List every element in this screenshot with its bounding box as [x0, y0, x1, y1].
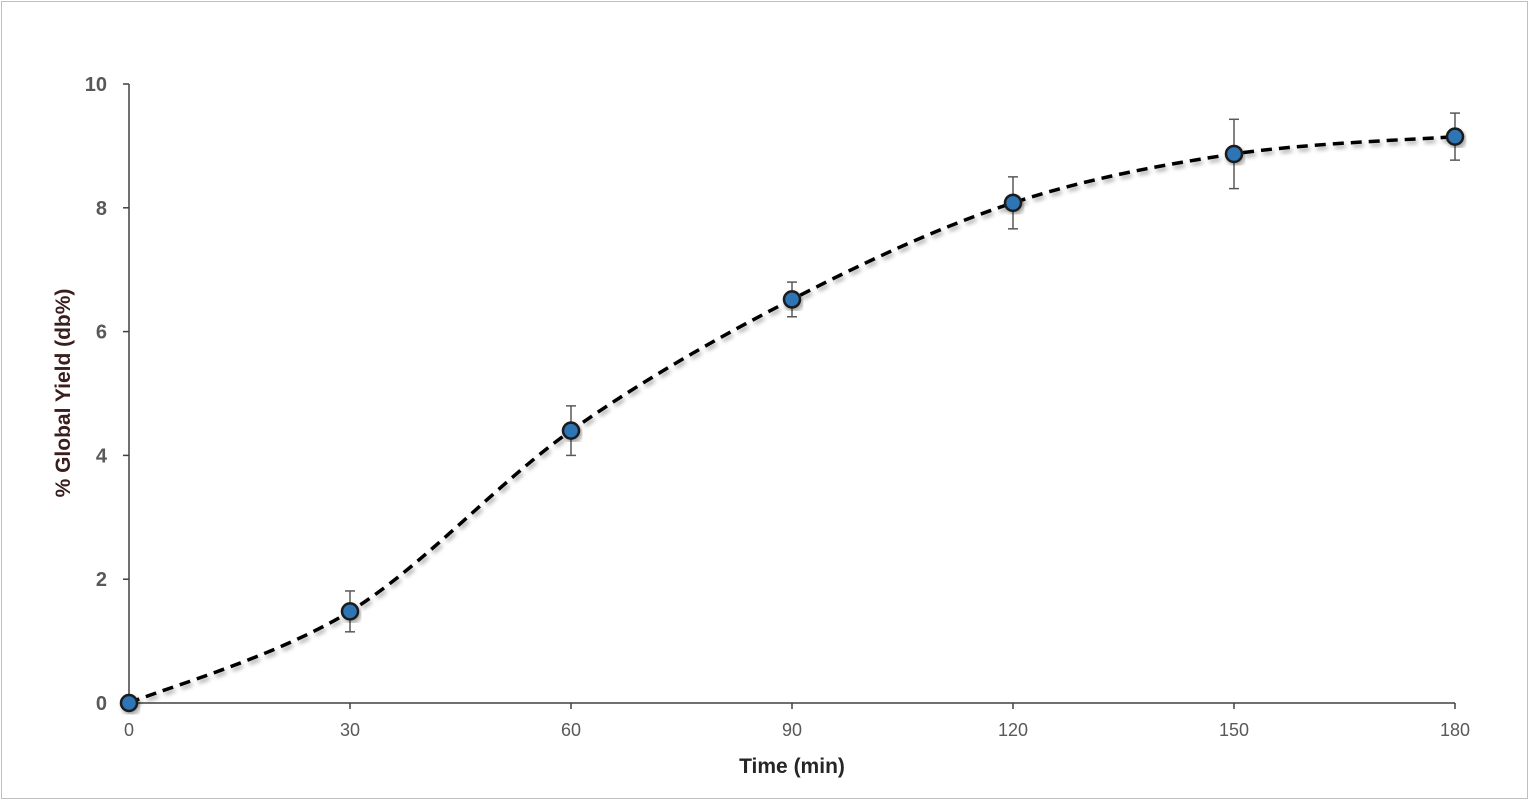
axes	[128, 84, 1455, 704]
y-ticks: 0 2 4 6 8 10	[85, 74, 129, 715]
data-point	[561, 421, 581, 440]
y-tick-label: 10	[85, 74, 107, 96]
x-axis-title: Time (min)	[739, 755, 845, 778]
x-ticks: 0 30 60 90 120 150 180	[124, 703, 1470, 740]
x-tick-label: 0	[124, 720, 134, 740]
marker-layer	[119, 127, 1465, 713]
data-point	[1445, 127, 1465, 146]
data-point	[1003, 193, 1023, 213]
data-point	[340, 602, 360, 621]
fit-layer	[128, 134, 1456, 705]
errorbar-layer	[345, 112, 1460, 633]
x-tick-label: 120	[998, 720, 1028, 740]
x-tick-label: 30	[340, 720, 360, 740]
y-tick-label: 6	[96, 322, 107, 344]
x-tick-label: 150	[1219, 720, 1249, 740]
data-point	[1224, 144, 1244, 164]
x-tick-label: 90	[782, 720, 802, 740]
y-tick-label: 8	[96, 198, 107, 220]
y-axis-title: % Global Yield (db%)	[52, 289, 75, 498]
data-point	[782, 290, 802, 309]
y-tick-label: 4	[96, 445, 108, 467]
y-tick-label: 0	[96, 693, 107, 715]
fit-line	[128, 134, 1456, 705]
x-tick-label: 60	[561, 720, 581, 740]
y-tick-label: 2	[96, 569, 107, 591]
x-tick-label: 180	[1440, 720, 1470, 740]
data-point	[119, 693, 139, 713]
